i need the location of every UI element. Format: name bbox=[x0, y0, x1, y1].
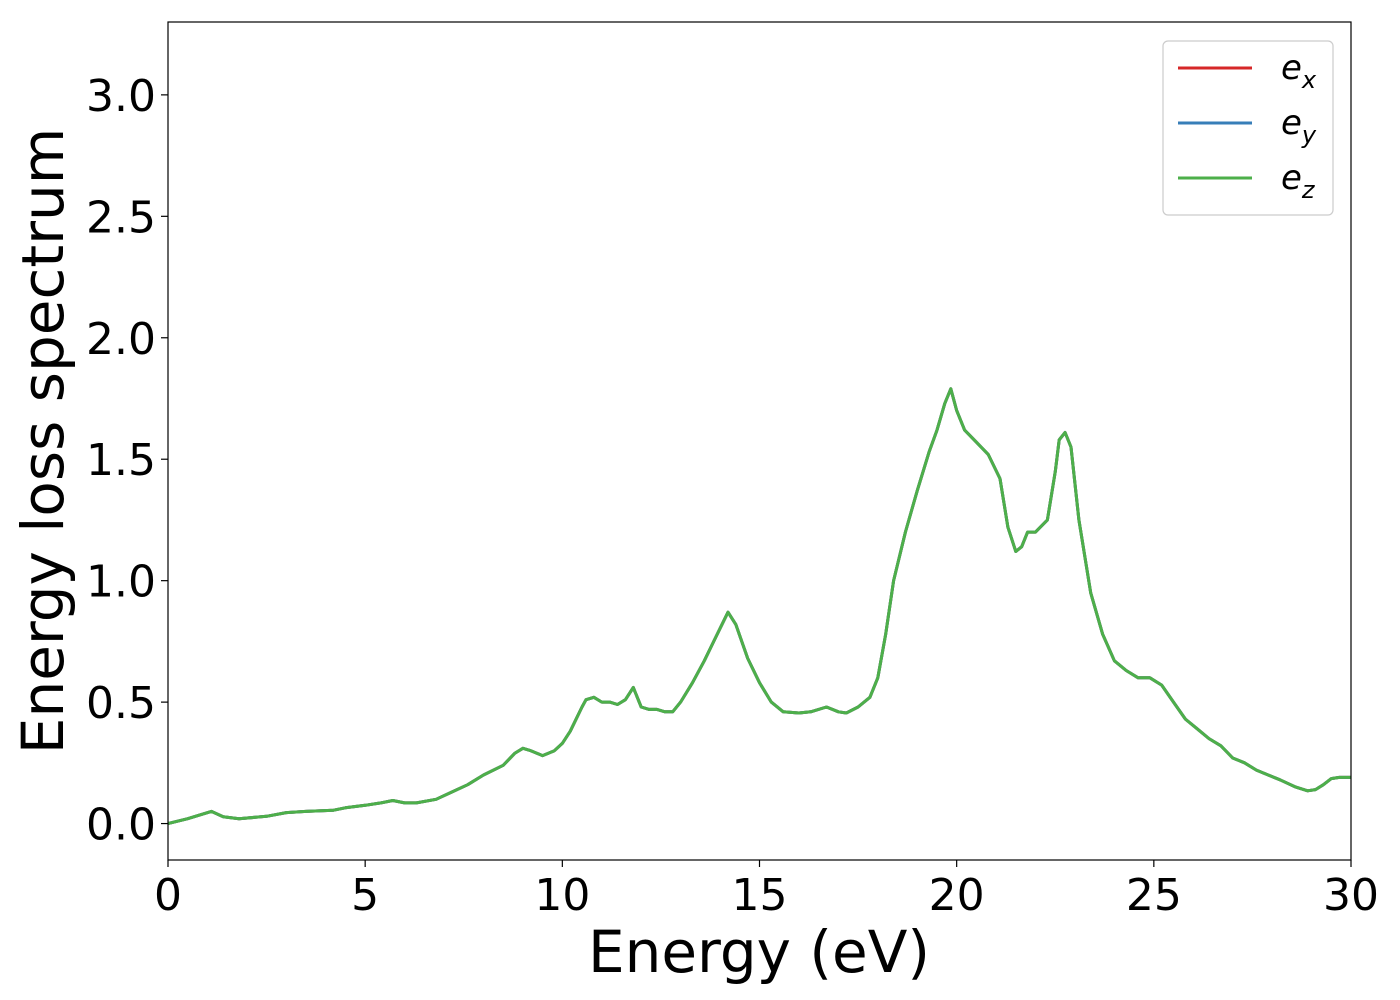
x-tick-label: 0 bbox=[154, 870, 182, 921]
y-tick-label: 2.5 bbox=[86, 192, 156, 243]
x-tick-label: 20 bbox=[929, 870, 985, 921]
x-tick-label: 25 bbox=[1126, 870, 1182, 921]
x-tick-label: 5 bbox=[351, 870, 379, 921]
y-tick-label: 1.5 bbox=[86, 435, 156, 486]
y-tick-label: 0.0 bbox=[86, 800, 156, 851]
y-axis-ticks: 0.0 0.5 1.0 1.5 2.0 2.5 3.0 bbox=[86, 71, 168, 851]
x-tick-label: 15 bbox=[732, 870, 788, 921]
legend-box bbox=[1162, 40, 1334, 216]
plot-area bbox=[167, 21, 1352, 861]
x-axis-title: Energy (eV) bbox=[588, 918, 930, 986]
x-axis-ticks: 0 5 10 15 20 25 30 bbox=[154, 860, 1379, 921]
y-tick-label: 0.5 bbox=[86, 678, 156, 729]
y-tick-label: 3.0 bbox=[86, 71, 156, 122]
y-axis-title: Energy loss spectrum bbox=[9, 128, 77, 754]
y-tick-label: 1.0 bbox=[86, 557, 156, 608]
series-line-z bbox=[168, 387, 1351, 826]
x-tick-label: 10 bbox=[534, 870, 590, 921]
y-tick-label: 2.0 bbox=[86, 314, 156, 365]
x-tick-label: 30 bbox=[1323, 870, 1379, 921]
